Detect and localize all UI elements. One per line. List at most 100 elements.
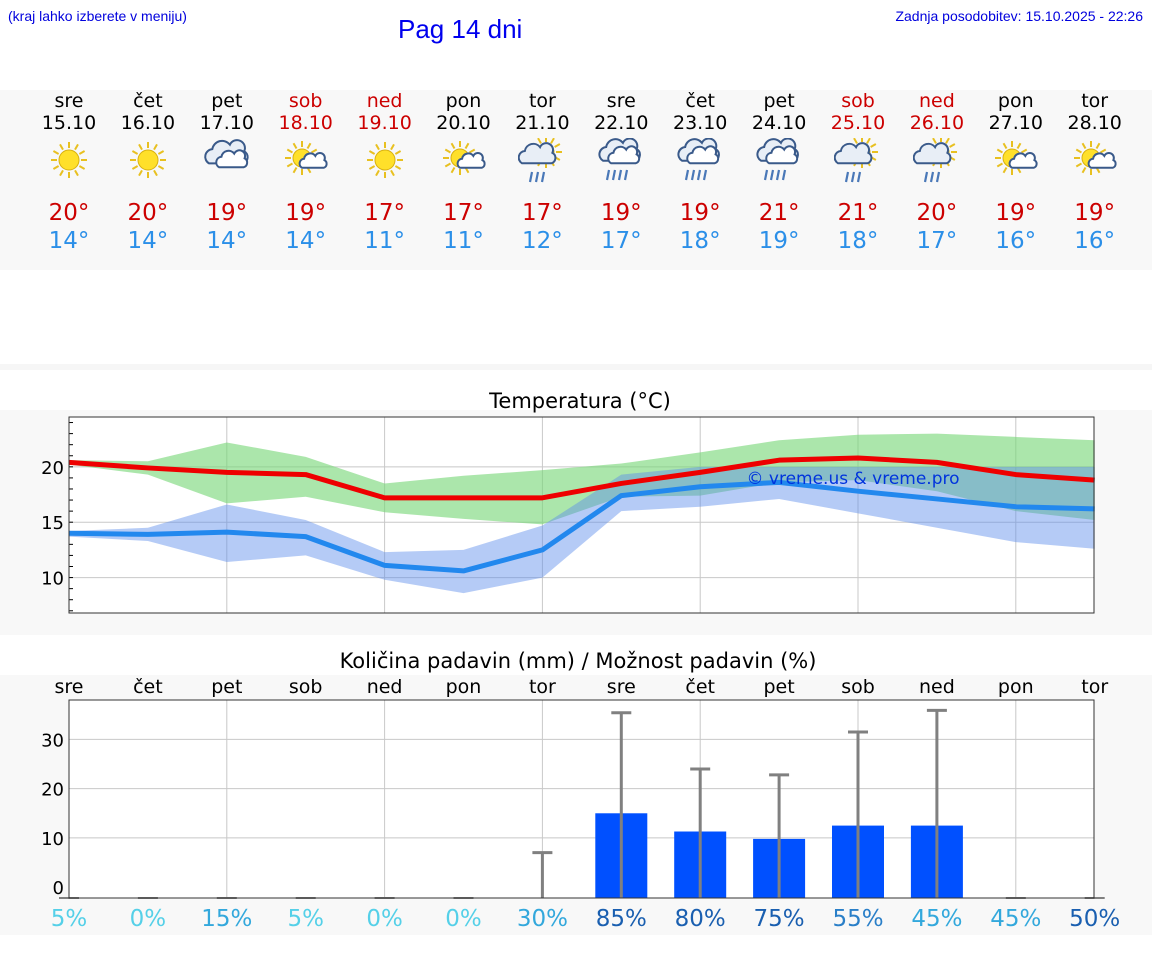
day-column: čet 16.10 20° 14°: [109, 90, 187, 270]
sun-cloud-icon: [442, 141, 486, 175]
max-temperature: 20°: [127, 200, 169, 226]
day-date: 21.10: [515, 112, 570, 134]
precipitation-probability: 45%: [990, 906, 1041, 932]
day-name: ned: [918, 90, 955, 112]
max-temperature: 21°: [758, 200, 800, 226]
precipitation-probability: 75%: [754, 906, 805, 932]
cloud-rain-icon: [756, 138, 799, 181]
y-tick-label: 20: [41, 458, 64, 479]
day-date: 16.10: [120, 112, 176, 134]
day-date: 17.10: [199, 112, 254, 134]
day-column: pon 20.10 17° 11°: [425, 90, 503, 270]
day-name: tor: [1081, 90, 1109, 112]
sun-cloud-icon: [994, 141, 1038, 175]
max-temperature: 17°: [522, 200, 563, 226]
min-temperature: 16°: [1074, 228, 1116, 254]
min-temperature: 14°: [48, 228, 90, 254]
day-date: 24.10: [751, 112, 807, 134]
y-tick-label: 10: [41, 569, 64, 590]
precipitation-probability: 30%: [517, 906, 568, 932]
min-temperature: 17°: [916, 228, 958, 254]
precipitation-probability: 0%: [366, 906, 403, 932]
cloud-rain-icon: [677, 138, 721, 181]
min-temperature: 11°: [443, 228, 484, 254]
min-temperature-line: [68, 479, 1095, 574]
max-temperature: 17°: [364, 200, 405, 226]
max-temperature: 17°: [443, 200, 484, 226]
min-temperature: 14°: [206, 228, 248, 254]
day-date: 22.10: [594, 112, 649, 134]
precipitation-probability: 0%: [130, 906, 167, 932]
precipitation-probability: 85%: [596, 906, 647, 932]
separator: [0, 364, 1152, 370]
day-date: 25.10: [830, 112, 886, 134]
min-temperature: 11°: [364, 228, 405, 254]
day-name: sob: [841, 90, 875, 112]
precipitation-probability: 0%: [445, 906, 482, 932]
day-date: 28.10: [1067, 112, 1122, 134]
day-column: ned 19.10 17° 11°: [346, 90, 424, 270]
max-temperature: 21°: [837, 200, 879, 226]
sun-cloud-rain-icon: [912, 138, 957, 183]
y-tick-label: 15: [41, 513, 64, 534]
day-date: 20.10: [436, 112, 491, 134]
day-column: ned 26.10 20° 17°: [898, 90, 976, 270]
day-date: 15.10: [41, 112, 97, 134]
min-temperature: 19°: [758, 228, 800, 254]
min-temperature: 18°: [837, 228, 879, 254]
precipitation-probability: 15%: [201, 906, 252, 932]
x-tick-label: čet: [685, 676, 715, 698]
x-tick-label: sob: [841, 676, 875, 698]
day-column: tor 28.10 19° 16°: [1056, 90, 1134, 270]
min-temperature: 12°: [522, 228, 563, 254]
max-temperature-line: [68, 455, 1095, 501]
precipitation-probability: 5%: [51, 906, 88, 932]
day-name: ned: [366, 90, 403, 112]
y-tick-label: 10: [41, 829, 64, 850]
temperature-chart: Temperatura (°C) 10 15 20 © vreme.us & vreme…: [0, 389, 1152, 635]
min-temperature: 14°: [285, 228, 327, 254]
chart-title: Temperatura (°C): [488, 389, 671, 413]
precipitation-probability: 80%: [675, 906, 726, 932]
max-temperature: 19°: [995, 200, 1037, 226]
day-column: sre 22.10 19° 17°: [582, 90, 660, 270]
day-column: čet 23.10 19° 18°: [661, 90, 739, 270]
day-name: sre: [606, 90, 636, 112]
precipitation-probability: 5%: [287, 906, 324, 932]
max-temperature: 19°: [1074, 200, 1116, 226]
min-temperature: 18°: [679, 228, 721, 254]
x-tick-label: čet: [133, 676, 163, 698]
x-tick-label: pon: [446, 676, 482, 698]
x-tick-label: pon: [998, 676, 1034, 698]
x-tick-label: ned: [367, 676, 403, 698]
max-temperature: 19°: [600, 200, 642, 226]
day-column: pet 17.10 19° 14°: [188, 90, 266, 270]
max-temperature: 20°: [916, 200, 958, 226]
min-range-band: [69, 466, 1095, 594]
day-column: sob 25.10 21° 18°: [819, 90, 897, 270]
max-temperature: 19°: [285, 200, 327, 226]
max-temperature: 19°: [206, 200, 248, 226]
day-date: 19.10: [357, 112, 412, 134]
day-name: čet: [133, 90, 163, 112]
chart-title: Količina padavin (mm) / Možnost padavin …: [340, 649, 817, 673]
x-tick-label: pet: [211, 676, 242, 698]
max-temperature: 19°: [679, 200, 721, 226]
y-tick-label: 20: [41, 780, 64, 801]
precipitation-probability: 45%: [911, 906, 962, 932]
day-date: 27.10: [988, 112, 1043, 134]
day-date: 23.10: [672, 112, 728, 134]
x-tick-label: ned: [919, 676, 955, 698]
x-tick-label: sre: [55, 676, 84, 698]
day-name: pet: [211, 90, 243, 112]
day-column: tor 21.10 17° 12°: [503, 90, 581, 270]
cloud-icon: [204, 139, 249, 169]
watermark: © vreme.us & vreme.pro: [746, 469, 959, 489]
day-date: 26.10: [909, 112, 965, 134]
x-tick-label: sre: [607, 676, 636, 698]
location-hint: (kraj lahko izberete v meniju): [8, 8, 187, 24]
x-tick-label: tor: [1081, 676, 1108, 698]
plot-frame: [68, 699, 1095, 899]
plot-frame: [68, 416, 1095, 614]
day-name: tor: [528, 90, 556, 112]
